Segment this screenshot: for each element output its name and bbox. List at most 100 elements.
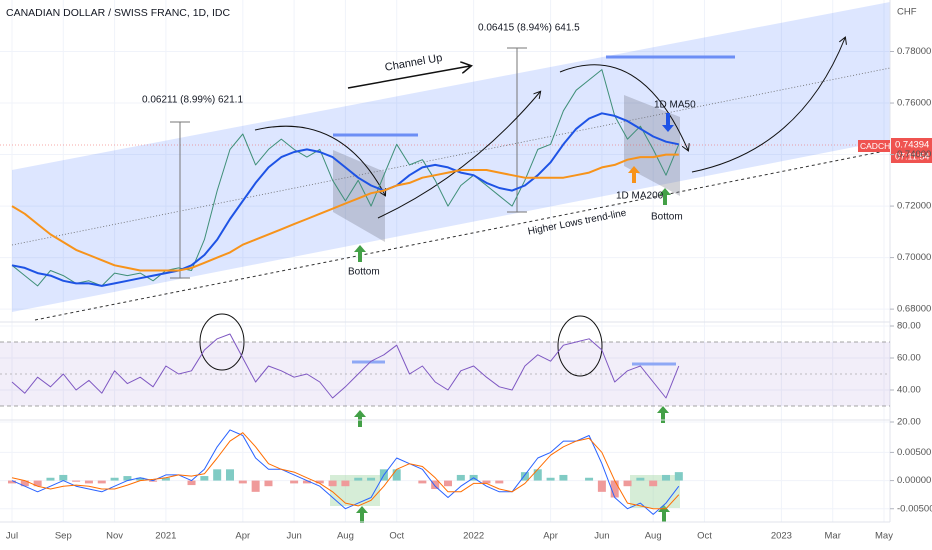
series-line xyxy=(11,112,679,287)
histogram-bar xyxy=(585,477,594,481)
x-tick-label: 2022 xyxy=(463,531,484,542)
currency: CHF xyxy=(897,7,917,18)
histogram-bar xyxy=(520,472,529,481)
price-badge xyxy=(891,138,932,163)
y-tick-label: 80.00 xyxy=(897,321,921,332)
histogram-bar xyxy=(136,477,145,481)
x-tick-label: May xyxy=(875,531,893,542)
symbol: CADCHF xyxy=(860,141,895,151)
grid xyxy=(0,0,890,522)
histogram-bar xyxy=(123,476,132,481)
x-tick-label: Oct xyxy=(389,531,404,542)
histogram-bar xyxy=(431,480,440,490)
histogram-bar xyxy=(84,480,93,484)
last-price: 0.74394 xyxy=(895,140,929,151)
histogram-bar xyxy=(8,480,16,484)
histogram-bar xyxy=(649,480,658,487)
series-line xyxy=(11,69,680,287)
histogram-bar xyxy=(110,477,119,481)
histogram-bar xyxy=(251,480,260,492)
y-tick-label: -0.00500 xyxy=(897,503,932,514)
histogram-bar xyxy=(341,480,350,487)
annotation: Bottom xyxy=(348,267,380,278)
x-tick-label: Sep xyxy=(55,531,72,542)
series-line xyxy=(11,333,680,399)
series-line xyxy=(11,153,679,272)
annotation: 1D MA200 xyxy=(616,191,664,202)
measure xyxy=(170,47,527,279)
x-tick-label: Aug xyxy=(337,531,354,542)
channel xyxy=(12,2,890,312)
x-tick-label: Oct xyxy=(697,531,712,542)
y-tick-label: 0.00500 xyxy=(897,447,931,458)
y-tick-label: 20.00 xyxy=(897,417,921,428)
x-tick-label: Apr xyxy=(543,531,558,542)
histogram-bar xyxy=(482,480,491,484)
histogram-bar xyxy=(200,476,209,481)
histogram-bar xyxy=(187,480,196,486)
histogram-bar xyxy=(33,480,42,487)
histogram-bar xyxy=(533,469,542,481)
histogram-bar xyxy=(662,474,670,481)
histogram-bar xyxy=(597,480,606,492)
y-tick-label: 0.76000 xyxy=(897,98,931,109)
histogram-bar xyxy=(213,469,222,481)
annotation: 0.06211 (8.99%) 621.1 xyxy=(142,95,243,106)
histogram-bar xyxy=(610,480,619,498)
histogram-bar xyxy=(354,477,363,481)
annotation: 0.06415 (8.94%) 641.5 xyxy=(478,23,580,34)
histogram-bar xyxy=(636,477,645,481)
x-tick-label: Apr xyxy=(235,531,250,542)
countdown: 07:11:54 xyxy=(895,151,929,161)
y-tick-label: 0.00000 xyxy=(897,475,931,486)
histogram-bar xyxy=(161,477,170,481)
histogram-bar xyxy=(59,474,68,481)
x-tick-label: 2021 xyxy=(155,531,176,542)
histogram-bar xyxy=(444,480,452,487)
histogram-bar xyxy=(238,480,247,484)
histogram-bar xyxy=(674,472,683,481)
x-tick-label: Jul xyxy=(6,531,18,542)
histogram-bar xyxy=(418,480,427,484)
histogram-bar xyxy=(20,480,29,487)
histogram-bar xyxy=(392,469,401,481)
histogram-bar xyxy=(328,480,337,487)
histogram-bar xyxy=(559,474,568,481)
y-tick-label: 0.72000 xyxy=(897,201,931,212)
histogram-bar xyxy=(315,480,324,484)
symbol-badge xyxy=(858,140,890,152)
histogram-bar xyxy=(546,477,555,481)
histogram-bar xyxy=(623,480,632,487)
histogram-bar xyxy=(226,469,234,481)
annotation: Bottom xyxy=(651,212,683,223)
histogram-bar xyxy=(302,480,311,484)
histogram-bar xyxy=(46,477,55,481)
histogram-bar xyxy=(290,480,299,484)
trend-line xyxy=(34,149,891,321)
x-tick-label: Mar xyxy=(825,531,841,542)
histogram-bar xyxy=(264,480,273,487)
x-tick-label: 2023 xyxy=(771,531,792,542)
x-tick-label: Nov xyxy=(106,531,123,542)
chart-title: CANADIAN DOLLAR / SWISS FRANC, 1D, IDC xyxy=(6,7,230,19)
y-tick-label: 60.00 xyxy=(897,353,921,364)
histogram-bar xyxy=(72,480,81,482)
y-tick-label: 0.70000 xyxy=(897,252,931,263)
histogram-bar xyxy=(456,474,465,481)
histogram-bar xyxy=(149,480,158,482)
annotation: 1D MA50 xyxy=(654,100,696,111)
arrows xyxy=(254,38,845,219)
rsi-band xyxy=(0,341,890,407)
histogram-bar xyxy=(97,480,106,484)
plot xyxy=(8,69,683,515)
channel-midline xyxy=(11,67,891,246)
y-tick-label: 0.74000 xyxy=(897,149,931,160)
histogram-bar xyxy=(367,477,376,481)
series-line xyxy=(11,429,680,515)
y-tick-label: 0.68000 xyxy=(897,304,931,315)
x-tick-label: Jun xyxy=(286,531,301,542)
circle xyxy=(557,315,603,377)
x-tick-label: Aug xyxy=(645,531,662,542)
x-tick-label: Jun xyxy=(594,531,609,542)
